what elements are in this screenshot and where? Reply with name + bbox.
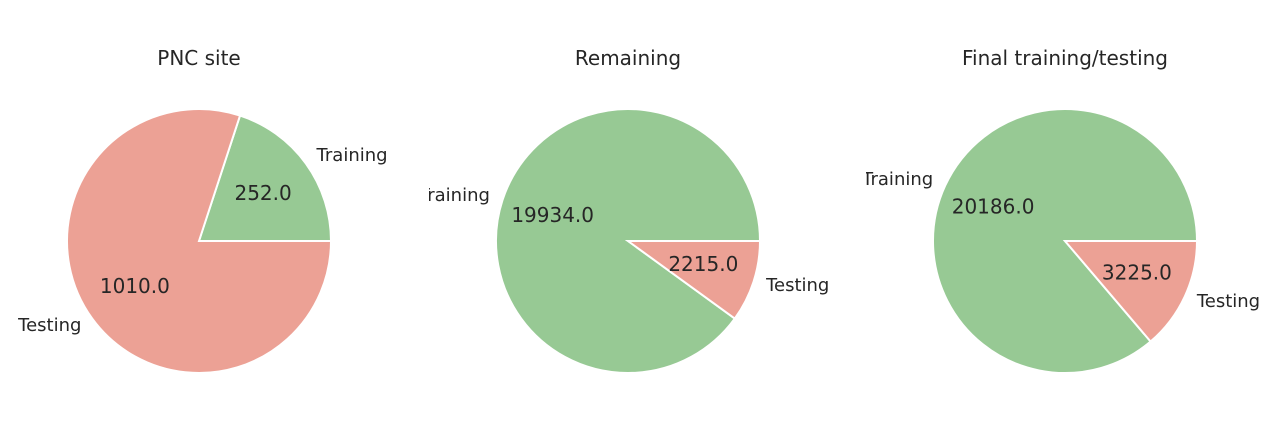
chart-title: Final training/testing — [962, 46, 1168, 70]
pie-slice-testing — [624, 240, 762, 320]
chart-title: Remaining — [575, 46, 681, 70]
pie-slice-training — [197, 114, 333, 242]
slice-value-label: 1010.0 — [100, 274, 170, 298]
slice-label: Training — [866, 169, 933, 190]
pie-svg: Training 19934.0 Testing 2215.0 Remaining — [429, 46, 829, 374]
pie-slice-training — [932, 108, 1199, 374]
slice-value-label: 2215.0 — [668, 252, 738, 276]
slice-value-label: 3225.0 — [1102, 261, 1172, 285]
chart-title: PNC site — [157, 46, 240, 70]
pie-svg: Training 252.0 Testing 1010.0 PNC site — [17, 46, 388, 374]
pie-slice-testing — [66, 108, 333, 374]
pie-chart-final: Training 20186.0 Testing 3225.0 Final traini… — [866, 0, 1280, 445]
pie-chart-remaining: Training 19934.0 Testing 2215.0 Remaining — [429, 0, 855, 445]
pie-svg: Training 20186.0 Testing 3225.0 Final traini… — [866, 46, 1260, 374]
pie-slice-testing — [1062, 240, 1199, 343]
slice-label: Training — [316, 145, 388, 166]
slice-label: Testing — [1196, 291, 1260, 312]
slice-label: Testing — [765, 275, 829, 296]
slice-label: Testing — [17, 315, 81, 336]
pie-chart-pnc-site: Training 252.0 Testing 1010.0 PNC site — [0, 0, 426, 445]
slice-value-label: 252.0 — [234, 181, 291, 205]
slice-value-label: 20186.0 — [952, 194, 1035, 218]
slice-value-label: 19934.0 — [511, 203, 594, 227]
slice-label: Training — [429, 185, 490, 206]
